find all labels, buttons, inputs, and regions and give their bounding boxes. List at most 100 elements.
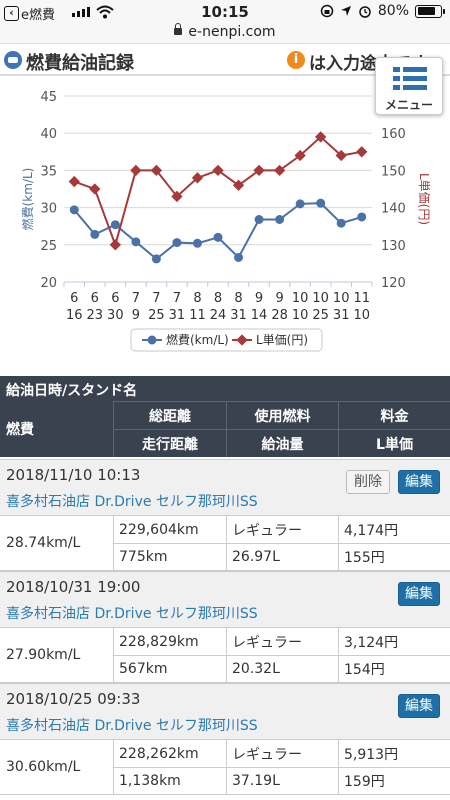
fuel-economy-value: 28.74km/L <box>6 535 81 551</box>
clock: 10:15 <box>201 3 249 21</box>
fuel-economy-value: 30.60km/L <box>6 759 81 775</box>
fuel-type-value: レギュラー <box>226 516 338 543</box>
x-tick-label: 9 <box>132 308 140 323</box>
header-unit-price: L単価 <box>338 429 450 457</box>
y2-tick-label: 140 <box>381 202 406 217</box>
back-to-app[interactable]: ‹ e燃費 <box>4 4 55 23</box>
menu-button[interactable]: メニュー <box>375 57 443 115</box>
wifi-icon <box>96 5 114 19</box>
back-app-label: e燃費 <box>21 8 55 23</box>
edit-button[interactable]: 編集 <box>398 582 440 606</box>
amount-value: 37.19L <box>226 768 338 794</box>
header-trip-distance: 走行距離 <box>113 429 226 457</box>
x-axis: 6166236307972573181182483191492810101025… <box>66 291 370 323</box>
x-tick-label: 6 <box>70 291 78 306</box>
delete-button[interactable]: 削除 <box>346 470 390 494</box>
alarm-icon <box>359 6 371 18</box>
series-line <box>73 202 363 261</box>
station-link[interactable]: 喜多村石油店 Dr.Drive セルフ那珂川SS <box>6 494 258 510</box>
lock-icon <box>174 23 183 35</box>
record-datetime: 2018/11/10 10:13 <box>6 466 141 484</box>
station-link[interactable]: 喜多村石油店 Dr.Drive セルフ那珂川SS <box>6 718 258 734</box>
data-point <box>335 149 347 162</box>
header-fuel-type: 使用燃料 <box>226 401 338 429</box>
x-tick-label: 9 <box>255 291 263 306</box>
data-point <box>316 198 326 208</box>
data-point <box>213 232 223 242</box>
y-axis-label: 燃費(km/L) <box>20 168 35 231</box>
table-header: 燃費 総距離 使用燃料 料金 走行距離 給油量 L単価 <box>0 401 450 457</box>
data-point <box>89 183 101 195</box>
fuel-type-value: レギュラー <box>226 628 338 655</box>
data-point <box>131 237 141 247</box>
x-tick-label: 16 <box>66 308 83 323</box>
url-bar[interactable]: e-nenpi.com <box>0 23 450 44</box>
x-tick-label: 7 <box>152 291 160 306</box>
x-tick-label: 25 <box>148 308 165 323</box>
header-fuel-economy: 燃費 <box>6 422 34 438</box>
cost-value: 3,124円 <box>338 628 450 655</box>
record-header: 2018/10/25 09:33 喜多村石油店 Dr.Drive セルフ那珂川S… <box>0 683 450 739</box>
data-point <box>69 205 79 215</box>
x-tick-label: 11 <box>353 291 370 306</box>
y-axis-left: 20 25 30 35 40 45 <box>40 90 57 291</box>
table-title: 給油日時/スタンド名 <box>0 376 450 401</box>
x-tick-label: 31 <box>230 308 247 323</box>
y2-tick-label: 160 <box>381 127 406 142</box>
x-tick-label: 28 <box>271 308 288 323</box>
x-tick-label: 23 <box>87 308 104 323</box>
data-point <box>356 146 368 158</box>
data-point <box>234 252 244 262</box>
edit-button[interactable]: 編集 <box>398 694 440 718</box>
battery-percent: 80% <box>377 3 409 19</box>
chart-grid <box>63 95 373 287</box>
y-tick-label: 20 <box>40 276 57 291</box>
data-point <box>151 254 161 264</box>
total-distance-value: 228,829km <box>113 628 226 655</box>
x-tick-label: 8 <box>214 291 222 306</box>
menu-label: メニュー <box>384 98 433 112</box>
station-link[interactable]: 喜多村石油店 Dr.Drive セルフ那珂川SS <box>6 606 258 622</box>
record-values: 28.74km/L 229,604km レギュラー 4,174円 775km 2… <box>0 515 450 571</box>
legend-marker <box>147 335 157 345</box>
total-distance-value: 229,604km <box>113 516 226 543</box>
record-header: 2018/11/10 10:13 喜多村石油店 Dr.Drive セルフ那珂川S… <box>0 459 450 515</box>
record-header: 2018/10/31 19:00 喜多村石油店 Dr.Drive セルフ那珂川S… <box>0 571 450 627</box>
data-point <box>275 215 285 225</box>
record-values: 30.60km/L 228,262km レギュラー 5,913円 1,138km… <box>0 739 450 795</box>
x-tick-label: 10 <box>312 291 329 306</box>
data-point <box>172 238 182 248</box>
fuel-type-value: レギュラー <box>226 740 338 767</box>
fuel-economy-value: 27.90km/L <box>6 647 81 663</box>
data-point <box>336 218 346 228</box>
y-tick-label: 30 <box>40 202 57 217</box>
legend-marker <box>236 334 248 346</box>
header-cost: 料金 <box>338 401 450 429</box>
x-tick-label: 31 <box>333 308 350 323</box>
x-tick-label: 11 <box>189 308 206 323</box>
x-tick-label: 6 <box>91 291 99 306</box>
trip-distance-value: 775km <box>113 544 226 570</box>
x-tick-label: 10 <box>353 308 370 323</box>
x-tick-label: 10 <box>292 308 309 323</box>
data-point <box>130 164 142 177</box>
url-text: e-nenpi.com <box>188 24 276 40</box>
y-tick-label: 35 <box>40 164 57 179</box>
data-point <box>254 215 264 225</box>
y-axis-right: 120 130 140 150 160 <box>381 127 406 291</box>
record-values: 27.90km/L 228,829km レギュラー 3,124円 567km 2… <box>0 627 450 683</box>
x-tick-label: 8 <box>234 291 242 306</box>
unit-price-value: 159円 <box>338 768 450 794</box>
data-point <box>68 175 80 188</box>
trip-distance-value: 1,138km <box>113 768 226 794</box>
total-distance-value: 228,262km <box>113 740 226 767</box>
x-tick-label: 31 <box>169 308 186 323</box>
battery-icon <box>415 4 445 18</box>
data-point <box>90 229 100 239</box>
edit-button[interactable]: 編集 <box>398 470 440 494</box>
data-point <box>212 164 224 177</box>
y2-tick-label: 120 <box>381 276 406 291</box>
chart-series <box>68 131 368 264</box>
location-icon <box>340 6 351 16</box>
signal-icon <box>72 7 90 17</box>
